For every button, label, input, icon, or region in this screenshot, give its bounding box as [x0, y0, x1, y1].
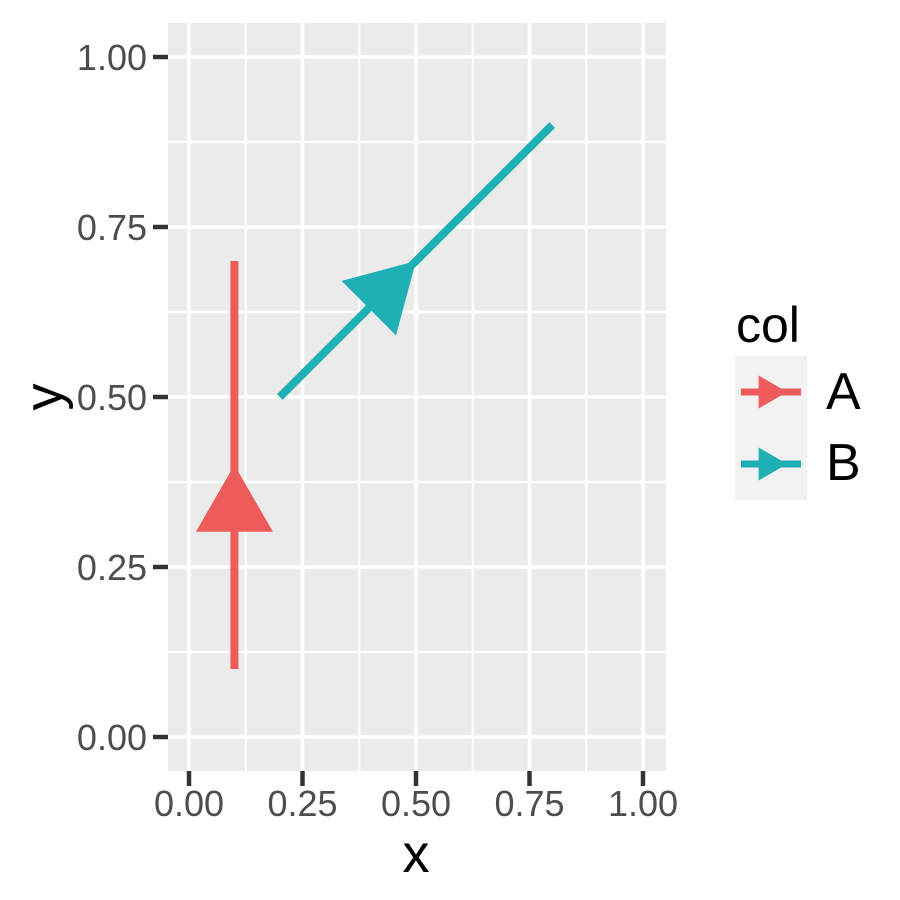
axes: 0.00 0.25 0.50 0.75 1.00 0.00 0.25 0.50 0.75 1.00 — [77, 37, 678, 824]
legend-glyph-arrow-a — [758, 375, 788, 409]
y-tick-label: 0.00 — [77, 717, 147, 758]
x-tick-label: 0.25 — [267, 783, 337, 824]
grid — [168, 23, 666, 771]
series — [195, 122, 556, 669]
x-tick-label: 1.00 — [608, 783, 678, 824]
legend-label-b: B — [826, 433, 861, 492]
y-axis-title: y — [14, 383, 74, 411]
x-tick-label: 0.00 — [154, 783, 224, 824]
legend-glyph-arrow-b — [758, 447, 788, 481]
y-tick-label: 0.75 — [77, 207, 147, 248]
y-tick-label: 1.00 — [77, 37, 147, 78]
arrowhead-b — [341, 261, 416, 336]
x-axis-title: x — [402, 824, 430, 884]
legend-title: col — [736, 297, 800, 353]
legend-label-a: A — [826, 362, 861, 421]
x-tick-label: 0.75 — [494, 783, 564, 824]
x-tick-label: 0.50 — [381, 783, 451, 824]
legend — [735, 356, 807, 500]
arrowhead-a — [195, 465, 273, 532]
y-tick-label: 0.50 — [77, 377, 147, 418]
y-tick-label: 0.25 — [77, 547, 147, 588]
